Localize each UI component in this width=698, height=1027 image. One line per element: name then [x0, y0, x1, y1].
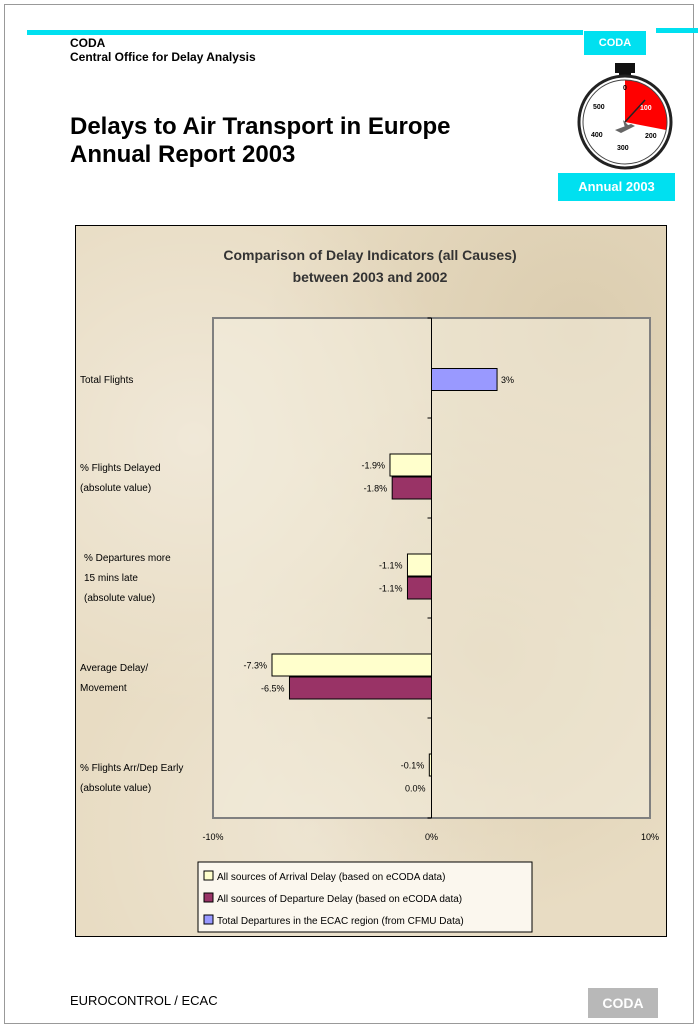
bar — [271, 653, 432, 677]
page-frame — [4, 4, 694, 1024]
x-tick-label: 10% — [641, 832, 659, 842]
category-label: 15 mins late — [84, 573, 138, 584]
dial-label-500: 500 — [593, 104, 605, 111]
org-block: CODA Central Office for Delay Analysis — [70, 36, 256, 64]
annual-badge: Annual 2003 — [558, 173, 675, 201]
chart-title: Comparison of Delay Indicators (all Caus… — [75, 244, 665, 288]
category-label: (absolute value) — [80, 783, 151, 794]
org-full: Central Office for Delay Analysis — [70, 50, 256, 64]
legend-swatch — [203, 870, 214, 881]
bar — [288, 676, 432, 700]
category-label: % Flights Arr/Dep Early — [80, 763, 183, 774]
bar — [389, 453, 432, 477]
title-line-2: Annual Report 2003 — [70, 141, 296, 168]
category-label: Total Flights — [80, 375, 133, 386]
chart-title-line-2: between 2003 and 2002 — [292, 269, 448, 285]
footer-text: EUROCONTROL / ECAC — [70, 993, 218, 1008]
legend-label: Total Departures in the ECAC region (fro… — [217, 916, 464, 927]
x-tick-label: 0% — [425, 832, 438, 842]
page-title: Delays to Air Transport in Europe Annual… — [70, 113, 451, 169]
coda-badge: CODA — [584, 31, 646, 55]
category-label: (absolute value) — [84, 593, 155, 604]
org-short: CODA — [70, 36, 106, 50]
legend-box — [197, 861, 533, 933]
legend-label: All sources of Departure Delay (based on… — [217, 894, 462, 905]
category-label: % Flights Delayed — [80, 463, 161, 474]
bar — [406, 576, 432, 600]
chart-title-line-1: Comparison of Delay Indicators (all Caus… — [223, 247, 517, 263]
data-label: -1.1% — [379, 584, 403, 594]
category-label: % Departures more — [84, 553, 171, 564]
legend-label: All sources of Arrival Delay (based on e… — [217, 872, 445, 883]
data-label: -1.1% — [379, 561, 403, 571]
legend-swatch — [203, 892, 214, 903]
data-label: -6.5% — [261, 684, 285, 694]
bar — [431, 368, 498, 391]
data-label: -0.1% — [401, 761, 425, 771]
legend-swatch — [203, 914, 214, 925]
header-rule-right — [656, 28, 698, 33]
data-label: 3% — [501, 375, 514, 385]
category-label: (absolute value) — [80, 483, 151, 494]
data-label: -7.3% — [243, 661, 267, 671]
header-rule — [27, 30, 583, 35]
title-line-1: Delays to Air Transport in Europe — [70, 113, 451, 140]
category-label: Movement — [80, 683, 127, 694]
data-label: 0.0% — [405, 784, 426, 794]
stopwatch-icon: 0 100 200 300 400 500 — [577, 63, 673, 170]
dial-label-0: 0 — [623, 85, 627, 92]
dial-label-400: 400 — [591, 132, 603, 139]
data-label: -1.9% — [361, 461, 385, 471]
dial-label-100: 100 — [640, 105, 652, 112]
bar — [391, 476, 433, 500]
bar — [406, 553, 432, 577]
x-tick-label: -10% — [202, 832, 223, 842]
dial-label-300: 300 — [617, 145, 629, 152]
footer-coda-badge: CODA — [588, 988, 658, 1018]
bar — [428, 753, 433, 777]
data-label: -1.8% — [364, 484, 388, 494]
category-label: Average Delay/ — [80, 663, 148, 674]
dial-label-200: 200 — [645, 133, 657, 140]
